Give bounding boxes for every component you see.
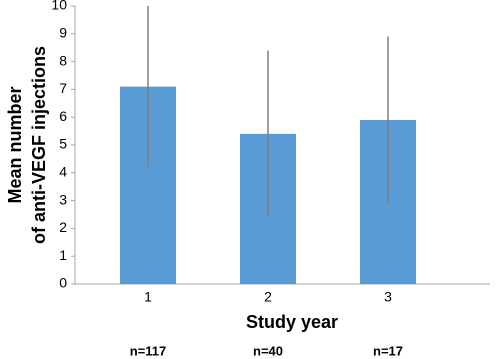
y-tick-label: 0	[59, 275, 67, 291]
sample-size-label: n=117	[130, 343, 167, 358]
sample-size-label: n=40	[253, 343, 283, 358]
y-tick-label: 9	[59, 25, 67, 41]
y-tick-label: 5	[59, 136, 67, 152]
y-tick-label: 4	[59, 164, 67, 180]
y-tick-label: 2	[59, 219, 67, 235]
y-tick-label: 1	[59, 247, 67, 263]
sample-size-label: n=17	[373, 343, 403, 358]
y-tick-label: 6	[59, 108, 67, 124]
y-tick-label: 7	[59, 80, 67, 96]
x-tick-label: 1	[144, 289, 152, 305]
y-tick-label: 10	[51, 0, 67, 13]
y-axis-title: Mean number	[5, 86, 25, 203]
x-tick-label: 3	[384, 289, 392, 305]
y-tick-label: 8	[59, 52, 67, 68]
y-tick-label: 3	[59, 191, 67, 207]
x-axis-title: Study year	[246, 312, 338, 332]
y-axis-title: of anti-VEGF injections	[29, 46, 49, 244]
x-tick-label: 2	[264, 289, 272, 305]
